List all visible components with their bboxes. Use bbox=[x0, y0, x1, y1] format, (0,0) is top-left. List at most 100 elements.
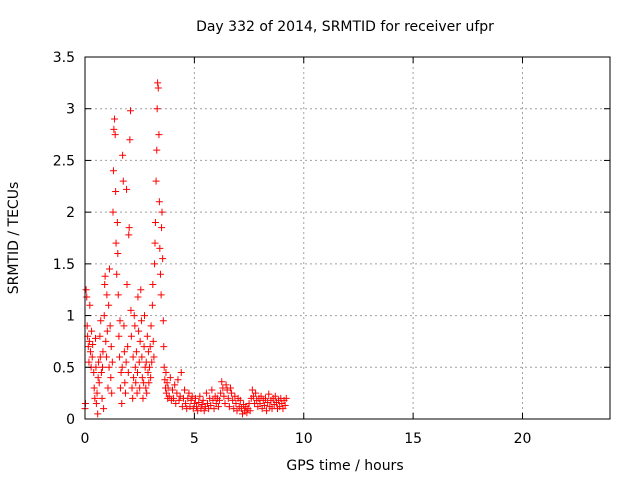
data-point bbox=[108, 389, 116, 397]
x-tick-label: 5 bbox=[190, 431, 199, 447]
data-point bbox=[113, 270, 121, 278]
data-point bbox=[95, 379, 103, 387]
data-point bbox=[119, 151, 127, 159]
data-point bbox=[134, 368, 141, 376]
data-point bbox=[224, 394, 232, 402]
data-point bbox=[97, 368, 105, 376]
y-tick-label: 2 bbox=[66, 205, 75, 221]
data-point bbox=[162, 389, 170, 397]
data-point bbox=[202, 389, 210, 397]
data-point bbox=[118, 363, 126, 371]
data-point bbox=[171, 381, 179, 389]
y-tick-label: 1 bbox=[66, 309, 75, 325]
data-point bbox=[187, 396, 195, 404]
data-point bbox=[172, 399, 180, 407]
data-point bbox=[155, 131, 163, 139]
x-axis-label: GPS time / hours bbox=[286, 458, 403, 474]
data-point bbox=[130, 374, 138, 382]
data-point bbox=[246, 407, 254, 415]
data-point bbox=[122, 358, 130, 366]
plot-frame bbox=[84, 56, 611, 420]
data-point bbox=[159, 317, 167, 325]
data-point bbox=[151, 260, 159, 268]
data-point bbox=[93, 389, 101, 397]
data-point bbox=[134, 293, 142, 301]
data-point bbox=[214, 403, 222, 411]
data-point bbox=[196, 392, 204, 400]
data-point bbox=[226, 384, 234, 392]
data-point bbox=[154, 84, 162, 92]
data-point bbox=[109, 167, 117, 175]
data-point bbox=[85, 358, 93, 366]
data-point bbox=[120, 348, 128, 356]
data-point bbox=[137, 286, 145, 294]
data-point bbox=[149, 281, 157, 289]
data-point bbox=[210, 405, 218, 413]
data-point bbox=[140, 343, 148, 351]
data-point bbox=[84, 343, 92, 351]
data-point bbox=[86, 348, 94, 356]
data-point bbox=[174, 376, 182, 384]
data-point bbox=[182, 399, 190, 407]
data-point bbox=[143, 389, 151, 397]
data-point bbox=[185, 389, 193, 397]
data-point bbox=[160, 343, 168, 351]
data-point bbox=[101, 281, 109, 289]
data-point bbox=[119, 177, 127, 185]
data-point bbox=[103, 291, 111, 299]
data-point bbox=[156, 270, 164, 278]
data-point bbox=[138, 353, 146, 361]
data-point bbox=[124, 343, 132, 351]
data-point bbox=[146, 363, 154, 371]
data-point bbox=[127, 107, 134, 115]
data-point bbox=[143, 332, 151, 340]
data-point bbox=[105, 301, 113, 309]
data-point bbox=[112, 239, 120, 247]
data-point bbox=[154, 79, 162, 87]
data-point bbox=[107, 374, 115, 382]
data-point bbox=[158, 208, 166, 216]
data-point bbox=[100, 312, 108, 320]
data-point bbox=[99, 363, 106, 371]
data-point bbox=[252, 389, 260, 397]
data-point bbox=[109, 208, 117, 216]
data-point bbox=[220, 392, 228, 400]
y-tick-labels: 0 0.5 1 1.5 2 2.5 3 3.5 bbox=[53, 50, 75, 428]
data-point bbox=[136, 337, 144, 345]
data-point bbox=[157, 291, 165, 299]
data-point bbox=[173, 389, 181, 397]
data-point bbox=[135, 358, 143, 366]
data-point bbox=[86, 301, 94, 309]
axis-ticks bbox=[84, 56, 610, 420]
data-point bbox=[136, 384, 144, 392]
data-point bbox=[101, 272, 109, 280]
data-point bbox=[116, 384, 124, 392]
data-point bbox=[135, 327, 143, 335]
data-point bbox=[99, 348, 107, 356]
data-point bbox=[120, 322, 128, 330]
data-point bbox=[133, 389, 141, 397]
data-point bbox=[149, 337, 157, 345]
data-point bbox=[219, 384, 227, 392]
y-tick-label: 3.5 bbox=[53, 50, 75, 66]
data-point bbox=[156, 244, 164, 252]
data-point bbox=[208, 386, 216, 394]
data-point bbox=[98, 394, 106, 402]
data-point bbox=[116, 317, 124, 325]
data-point bbox=[281, 402, 289, 410]
data-point bbox=[147, 322, 155, 330]
data-point bbox=[228, 389, 236, 397]
data-point bbox=[130, 312, 138, 320]
data-point bbox=[92, 363, 100, 371]
data-point bbox=[107, 343, 115, 351]
data-point bbox=[164, 384, 172, 392]
data-point bbox=[121, 379, 129, 387]
data-point bbox=[92, 399, 100, 407]
x-tick-label: 15 bbox=[404, 431, 422, 447]
data-point bbox=[236, 396, 244, 404]
data-point bbox=[89, 341, 97, 349]
data-point bbox=[111, 115, 119, 123]
data-point bbox=[153, 105, 161, 113]
data-point bbox=[115, 332, 123, 340]
data-point bbox=[282, 394, 290, 402]
